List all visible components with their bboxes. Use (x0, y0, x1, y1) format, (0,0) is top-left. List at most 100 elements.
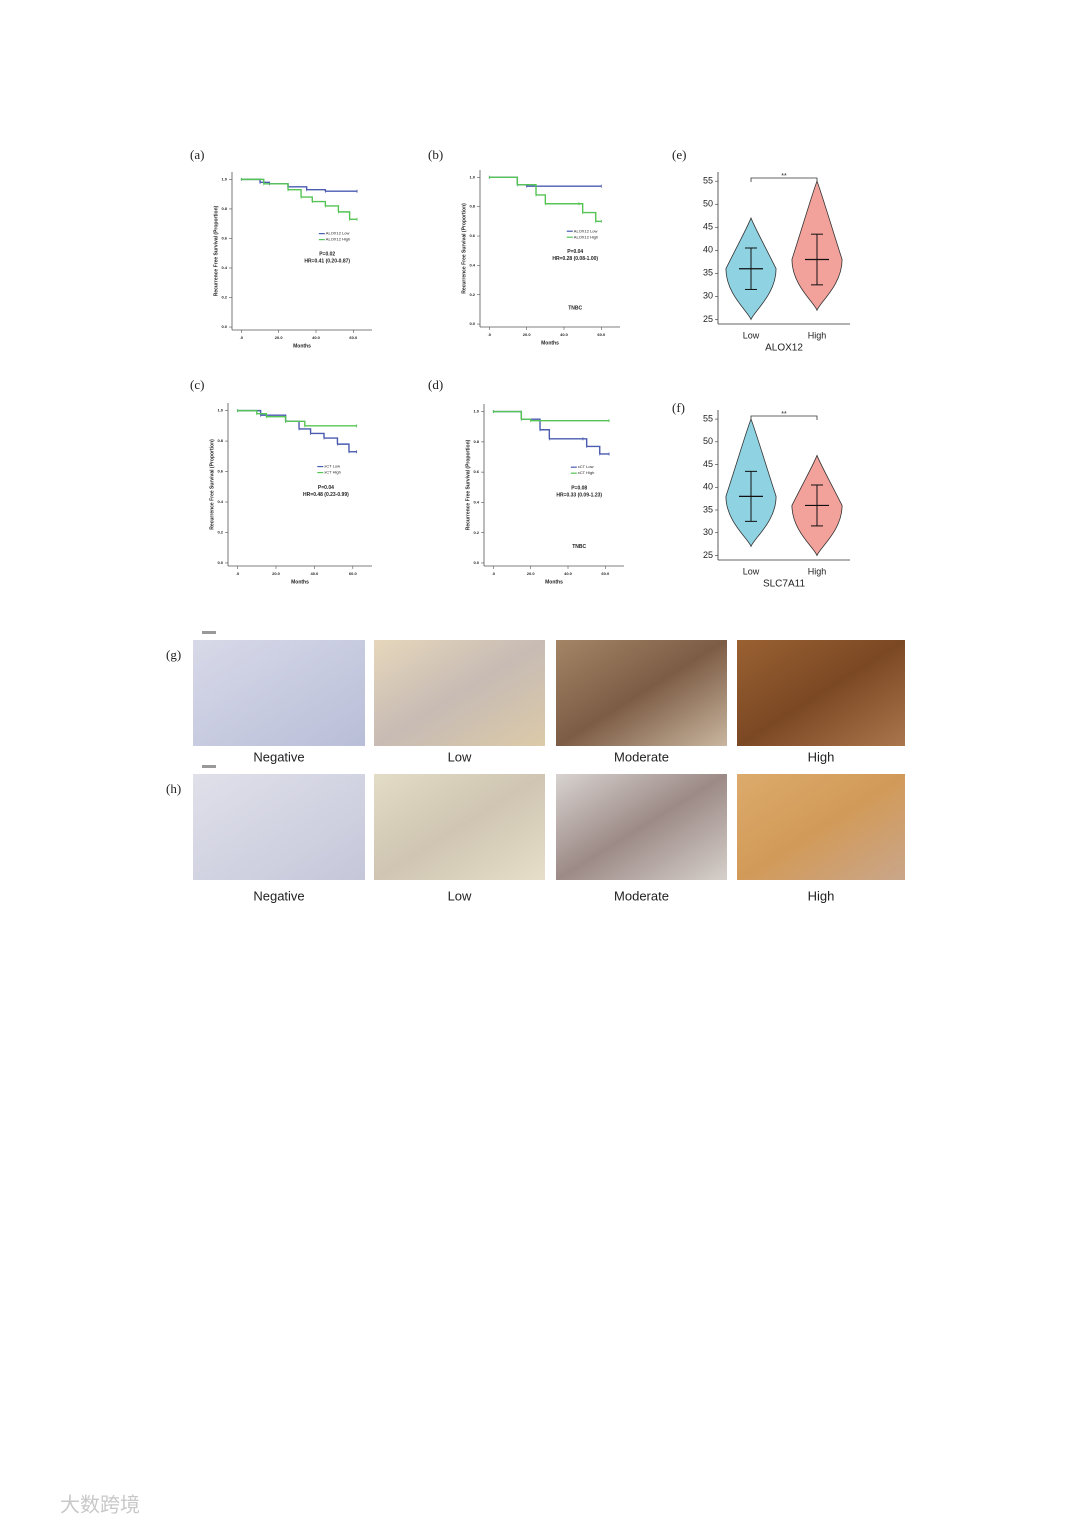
scale-bar (202, 631, 216, 634)
y-tick-label: 0.0 (469, 321, 475, 326)
km-step (299, 428, 312, 434)
annotation: P=0.04 (318, 485, 334, 491)
image-caption: Low (448, 749, 472, 764)
km-step (306, 189, 327, 192)
y-tick-label: 0.2 (221, 295, 227, 300)
km-step (263, 183, 289, 190)
ihc-image (374, 774, 545, 880)
y-tick-label: 0.2 (473, 530, 479, 535)
y-tick-label: 1.0 (217, 408, 223, 413)
y-tick-label: 0.2 (217, 530, 223, 535)
y-axis-label: Recurrence Free Survival (Proportion) (213, 205, 219, 296)
km-step (337, 443, 350, 452)
panel-label: (h) (166, 781, 181, 796)
x-axis-label: Months (541, 340, 559, 346)
y-tick-label: 50 (703, 436, 713, 446)
legend-label: ALOX12 Low (574, 228, 598, 233)
y-tick-label: 1.0 (473, 409, 479, 414)
ihc-image (556, 774, 727, 880)
image-caption: Low (448, 888, 472, 903)
image-caption: Moderate (614, 749, 669, 764)
y-tick-label: 30 (703, 291, 713, 301)
ihc-image (737, 774, 905, 880)
y-tick-label: 0.6 (217, 469, 223, 474)
km-step (312, 200, 327, 206)
y-tick-label: 0.4 (469, 262, 475, 267)
y-tick-label: 45 (703, 222, 713, 232)
y-tick-label: 0.0 (221, 324, 227, 329)
y-tick-label: 25 (703, 314, 713, 324)
km-step (582, 211, 597, 222)
x-tick-label: 20.0 (523, 332, 532, 337)
y-tick-label: 1.0 (469, 174, 475, 179)
y-tick-label: 40 (703, 245, 713, 255)
km-step (301, 196, 313, 202)
km-step (288, 189, 302, 198)
y-tick-label: 0.6 (221, 236, 227, 241)
legend-label: ALOX12 High (574, 234, 598, 239)
x-tick-label: .0 (492, 571, 496, 576)
annotation: HR=0.48 (0.23-0.99) (303, 492, 349, 498)
km-step (285, 420, 300, 429)
y-tick-label: 0.0 (473, 560, 479, 565)
km-step (586, 445, 601, 454)
y-tick-label: 25 (703, 550, 713, 560)
significance-bracket (750, 177, 818, 182)
annotation: P=0.04 (567, 249, 583, 255)
km-step (285, 420, 306, 426)
x-tick-label: 40.0 (564, 571, 573, 576)
image-caption: High (808, 749, 835, 764)
panel-label: (d) (428, 377, 443, 392)
x-tick-label: 40.0 (311, 571, 320, 576)
ihc-image (193, 774, 365, 880)
km-step (578, 203, 584, 213)
y-tick-label: 40 (703, 482, 713, 492)
y-tick-label: 0.4 (217, 499, 223, 504)
x-tick-label: 20.0 (272, 571, 281, 576)
x-tick-label: High (808, 566, 827, 576)
ihc-image (193, 640, 365, 746)
x-tick-label: .0 (240, 335, 244, 340)
panel-label: (g) (166, 647, 181, 662)
x-tick-label: 40.0 (560, 332, 569, 337)
annotation: HR=0.28 (0.08-1.00) (552, 256, 598, 262)
y-tick-label: 0.0 (217, 560, 223, 565)
x-tick-label: Low (743, 566, 760, 576)
x-tick-label: 20.0 (527, 571, 536, 576)
km-step (493, 410, 523, 420)
scale-bar (202, 765, 216, 768)
significance: ** (781, 173, 787, 180)
panel-label: (e) (672, 147, 686, 162)
x-tick-label: .0 (236, 571, 240, 576)
x-tick-label: 60.0 (597, 332, 606, 337)
ihc-image (556, 640, 727, 746)
y-tick-label: 0.8 (221, 206, 227, 211)
y-tick-label: 0.6 (469, 233, 475, 238)
km-step (266, 416, 287, 422)
legend-label: ALOX12 High (326, 237, 350, 242)
image-caption: Negative (253, 888, 304, 903)
annotation: HR=0.41 (0.20-0.87) (304, 258, 350, 264)
km-step (325, 205, 340, 212)
x-tick-label: High (808, 330, 827, 340)
x-axis-label: Months (545, 579, 563, 585)
image-caption: Negative (253, 749, 304, 764)
x-axis-label: Months (293, 343, 311, 349)
y-tick-label: 55 (703, 413, 713, 423)
y-tick-label: 0.8 (473, 439, 479, 444)
y-axis-label: Recurrence Free Survival (Proportion) (465, 439, 471, 530)
x-axis-label: ALOX12 (765, 343, 803, 354)
km-step (324, 437, 339, 445)
y-tick-label: 0.4 (221, 265, 227, 270)
annotation: TNBC (568, 305, 582, 311)
y-tick-label: 35 (703, 268, 713, 278)
km-step (489, 176, 519, 185)
x-tick-label: 20.0 (275, 335, 284, 340)
x-tick-label: 60.0 (349, 335, 358, 340)
legend-label: ALOX12 Low (326, 231, 350, 236)
annotation: P=0.08 (571, 486, 587, 492)
ihc-image (737, 640, 905, 746)
y-tick-label: 0.8 (469, 204, 475, 209)
x-axis-label: SLC7A11 (763, 579, 806, 590)
significance-bracket (750, 415, 818, 420)
